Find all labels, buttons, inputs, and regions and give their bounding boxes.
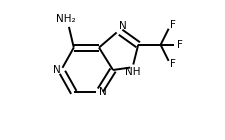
Text: N: N	[53, 65, 61, 75]
Text: F: F	[170, 20, 176, 30]
Text: F: F	[177, 40, 182, 50]
Text: NH: NH	[124, 67, 140, 77]
Text: NH₂: NH₂	[55, 14, 75, 24]
Text: F: F	[170, 59, 176, 69]
Text: N: N	[118, 21, 126, 31]
Text: N: N	[99, 87, 106, 97]
